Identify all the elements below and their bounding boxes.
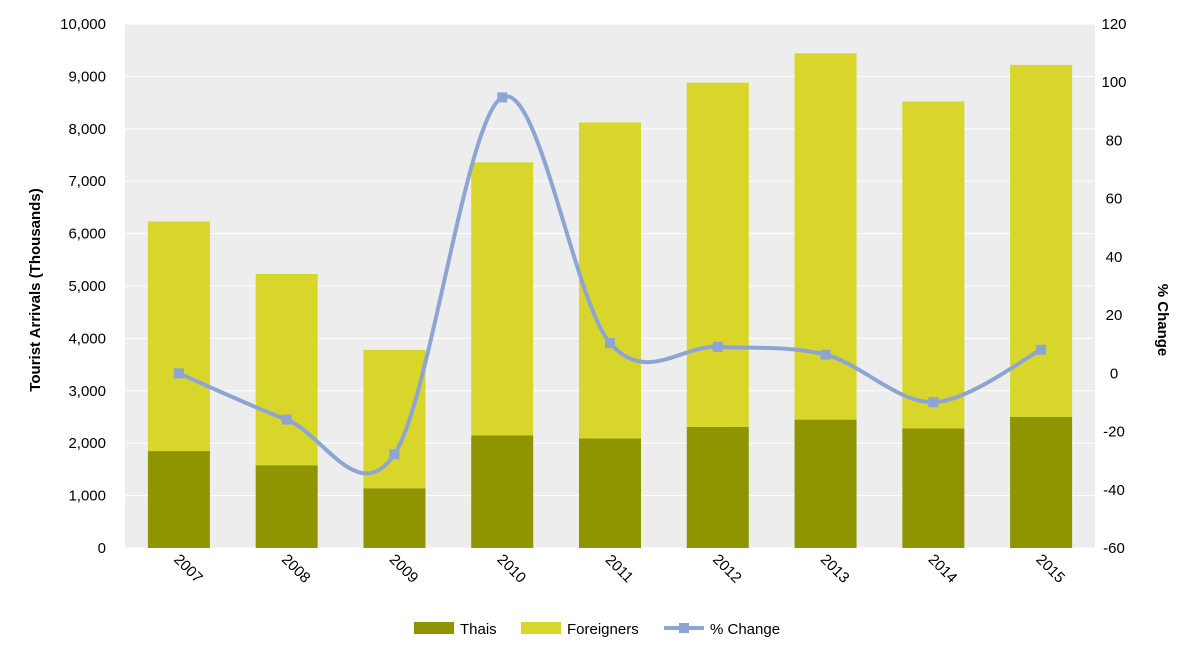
point-change-2010 xyxy=(497,92,508,103)
y2-tick-label: 80 xyxy=(1106,132,1123,149)
bar-foreigners-2010 xyxy=(471,162,534,436)
y-tick-label: 2,000 xyxy=(68,435,106,452)
y-tick-label: 5,000 xyxy=(68,278,106,295)
x-tick-label: 2015 xyxy=(1032,551,1068,587)
bar-thais-2013 xyxy=(794,419,857,548)
bar-foreigners-2008 xyxy=(255,273,318,466)
point-change-2014 xyxy=(928,397,939,408)
y2-tick-label: 60 xyxy=(1106,191,1123,208)
legend-swatch-foreigners xyxy=(521,622,561,634)
y-tick-label: 4,000 xyxy=(68,330,106,347)
y-tick-label: 0 xyxy=(98,540,106,557)
bar-thais-2014 xyxy=(902,428,965,548)
point-change-2011 xyxy=(605,338,615,349)
y2-tick-label: 0 xyxy=(1110,365,1118,382)
y2-tick-label: 40 xyxy=(1106,249,1123,266)
y-tick-label: 1,000 xyxy=(68,488,106,505)
line-series xyxy=(173,92,1047,476)
x-tick-label: 2012 xyxy=(709,551,745,587)
legend-swatch-thais xyxy=(414,622,454,634)
point-change-2013 xyxy=(820,349,831,360)
y2-tick-label: 120 xyxy=(1101,16,1126,33)
point-change-2008 xyxy=(281,414,292,425)
point-change-2012 xyxy=(712,341,723,352)
point-change-2007 xyxy=(173,368,184,379)
x-tick-label: 2008 xyxy=(278,551,314,587)
x-tick-label: 2007 xyxy=(170,551,206,587)
bar-thais-2008 xyxy=(255,465,318,548)
y-tick-label: 7,000 xyxy=(68,173,106,190)
y2-tick-label: 100 xyxy=(1101,74,1126,91)
line-change xyxy=(178,94,1043,476)
y-tick-label: 6,000 xyxy=(68,226,106,243)
bar-foreigners-2011 xyxy=(579,122,641,439)
x-tick-label: 2009 xyxy=(386,551,422,587)
bar-foreigners-2009 xyxy=(363,349,426,489)
bar-foreigners-2012 xyxy=(686,82,749,427)
left-axis-ticks: 0 1,000 2,000 3,000 4,000 5,000 6,000 7,000 8,00… xyxy=(60,16,106,557)
bar-thais-2015 xyxy=(1010,417,1073,548)
point-change-2009 xyxy=(389,449,400,460)
bar-foreigners-2007 xyxy=(147,221,210,452)
bar-foreigners-2015 xyxy=(1010,64,1073,417)
legend-marker-change xyxy=(679,623,689,633)
bar-thais-2011 xyxy=(579,438,641,548)
legend-label-change: % Change xyxy=(710,621,780,638)
y-tick-label: 10,000 xyxy=(60,16,106,33)
bar-thais-2009 xyxy=(363,488,426,548)
right-axis-ticks: -60 -40 -20 0 20 40 60 80 100 120 xyxy=(1101,16,1126,557)
bar-thais-2012 xyxy=(686,426,749,548)
legend-label-thais: Thais xyxy=(460,621,497,638)
legend-label-foreigners: Foreigners xyxy=(567,621,639,638)
y-tick-label: 9,000 xyxy=(68,68,106,85)
y-tick-label: 8,000 xyxy=(68,121,106,138)
x-axis-ticks: 2007 2008 2009 2010 2011 2012 2013 2014 2015 xyxy=(170,551,1068,587)
x-tick-label: 2011 xyxy=(602,551,637,586)
y-axis-title: Tourist Arrivals (Thousands) xyxy=(27,188,44,391)
y2-tick-label: -40 xyxy=(1103,482,1125,499)
y2-axis-title: % Change xyxy=(1154,284,1171,357)
bar-thais-2007 xyxy=(147,451,210,548)
x-tick-label: 2010 xyxy=(494,551,530,587)
x-tick-label: 2014 xyxy=(925,551,961,587)
y2-tick-label: -60 xyxy=(1103,540,1125,557)
x-tick-label: 2013 xyxy=(817,551,853,587)
bar-foreigners-2014 xyxy=(902,101,965,429)
legend: Thais Foreigners % Change xyxy=(414,621,780,638)
y2-tick-label: -20 xyxy=(1103,424,1125,441)
y2-tick-label: 20 xyxy=(1106,307,1123,324)
y-tick-label: 3,000 xyxy=(68,383,106,400)
bar-thais-2010 xyxy=(471,435,534,548)
point-change-2015 xyxy=(1036,344,1047,355)
bars xyxy=(147,53,1073,548)
